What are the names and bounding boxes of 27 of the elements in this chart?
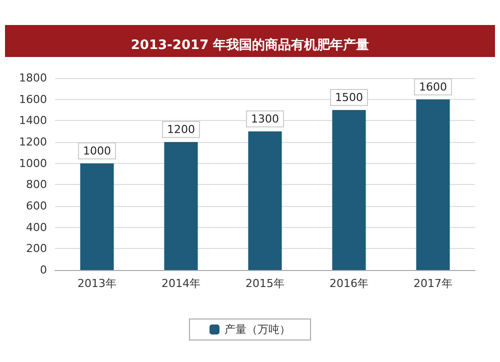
bar <box>164 142 198 270</box>
bar <box>80 163 114 270</box>
data-label: 1000 <box>83 144 111 158</box>
y-tick-label: 200 <box>26 242 47 256</box>
chart-title: 2013-2017 年我国的商品有机肥年产量 <box>130 37 370 53</box>
y-tick-label: 0 <box>40 264 47 276</box>
x-tick-label: 2013年 <box>78 277 116 290</box>
y-tick-label: 600 <box>26 200 47 212</box>
y-tick-label: 400 <box>26 220 47 234</box>
x-tick-label: 2014年 <box>162 277 200 290</box>
x-tick-label: 2015年 <box>246 277 284 290</box>
y-tick-label: 1000 <box>19 156 47 170</box>
data-label: 1200 <box>167 123 195 136</box>
bar <box>248 131 282 270</box>
data-label: 1500 <box>335 91 363 104</box>
y-tick-label: 1800 <box>19 72 47 84</box>
bar <box>416 99 450 270</box>
data-label: 1600 <box>419 80 447 94</box>
x-tick-label: 2017年 <box>414 277 452 290</box>
bar <box>332 110 366 270</box>
data-label: 1300 <box>251 112 279 126</box>
legend-label: 产量（万吨） <box>224 323 290 336</box>
y-tick-label: 1400 <box>19 114 47 128</box>
y-tick-label: 800 <box>26 178 47 192</box>
y-tick-label: 1200 <box>19 136 47 148</box>
x-tick-label: 2016年 <box>330 277 368 290</box>
y-tick-label: 1600 <box>19 92 47 106</box>
